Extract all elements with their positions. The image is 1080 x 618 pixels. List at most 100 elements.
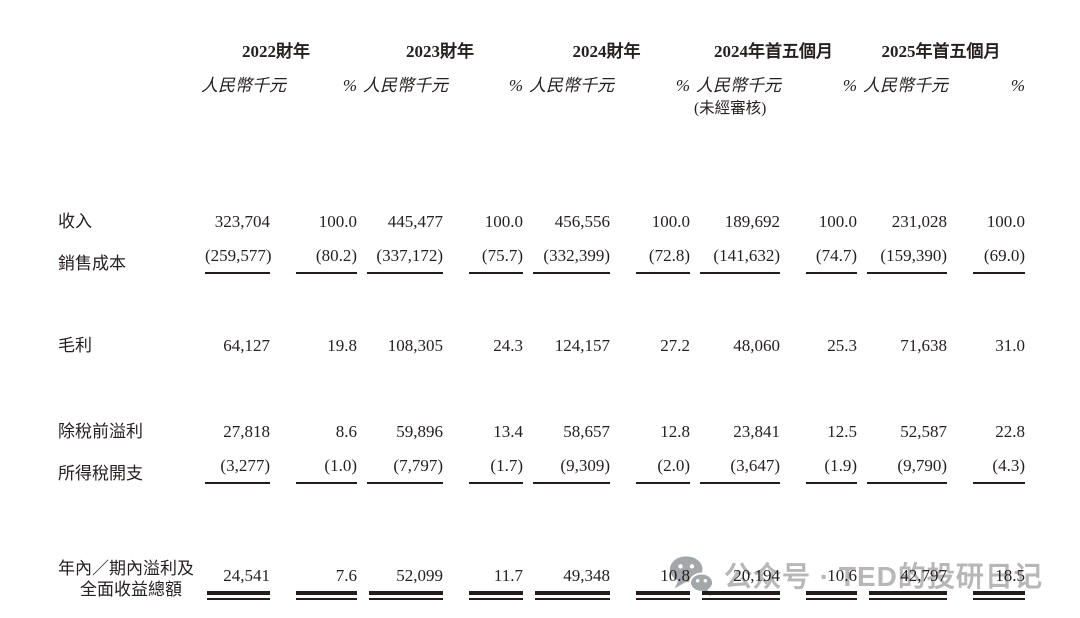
pct-cell: 27.2 [660,335,690,355]
pct-cell: 100.0 [818,211,857,231]
table-row-revenue: 收入 323,704 100.0 445,477 100.0 456,556 1… [58,190,1025,232]
amount-cell: (3,647) [690,442,780,484]
pct-cell: 12.5 [827,421,857,441]
pct-cell: (1.9) [780,442,857,484]
amount-cell: 52,587 [900,421,947,441]
pct-cell: (1.0) [270,442,357,484]
pct-label: % [842,75,857,95]
pct-cell: 100.0 [651,211,690,231]
amount-cell: 23,841 [733,421,780,441]
pct-cell: 7.6 [270,522,357,601]
row-label: 除稅前溢利 [58,421,143,441]
pct-cell: 10.8 [610,522,690,601]
pct-cell: 24.3 [493,335,523,355]
amount-cell: 59,896 [396,421,443,441]
amount-cell: (7,797) [357,442,443,484]
pct-cell: 13.4 [493,421,523,441]
watermark: 公众号 · TED的投研日记 [668,552,1043,598]
row-label: 收入 [58,211,92,231]
table-row-cost-of-sales: 銷售成本 (259,577) (80.2) (337,172) (75.7) (… [58,232,1025,274]
col-header-2022: 2022財年 [242,41,310,61]
pct-cell: 11.7 [443,522,523,601]
unit-label: 人民幣千元 [863,75,948,95]
pct-cell: (4.3) [947,442,1025,484]
amount-cell: 52,099 [357,522,443,601]
income-statement-table: 2022財年 2023財年 2024財年 2024年首五個月 2025年首五個月… [58,26,1025,601]
pct-cell: 31.0 [995,335,1025,355]
unit-header-row: 人民幣千元 % 人民幣千元 % 人民幣千元 % 人民幣千元 % 人民幣千元 % [58,62,1025,96]
amount-cell: 323,704 [214,211,270,231]
pct-cell: 12.8 [660,421,690,441]
amount-cell: 231,028 [891,211,947,231]
table-row-gross-profit: 毛利 64,127 19.8 108,305 24.3 124,157 27.2… [58,314,1025,356]
row-label: 毛利 [58,335,92,355]
pct-label: % [508,75,523,95]
spacer-row [58,356,1025,400]
amount-cell: (9,309) [523,442,610,484]
col-header-2024-5m: 2024年首五個月 [714,41,833,61]
pct-cell: (1.7) [443,442,523,484]
amount-cell: (3,277) [195,442,270,484]
amount-cell: 49,348 [523,522,610,601]
pct-label: % [342,75,357,95]
amount-cell: 20,194 [690,522,780,601]
unit-label: 人民幣千元 [201,75,286,95]
amount-cell: (332,399) [523,232,610,274]
wechat-icon [668,552,714,598]
spacer-row [58,134,1025,190]
amount-cell: 456,556 [554,211,610,231]
amount-cell: 445,477 [387,211,443,231]
amount-cell: 24,541 [195,522,270,601]
unaudited-note-row: (未經審核) [58,96,1025,134]
pct-cell: 10.6 [780,522,857,601]
spacer-row [58,274,1025,314]
pct-cell: 19.8 [327,335,357,355]
amount-cell: (141,632) [690,232,780,274]
table-row-total-comprehensive-income: 年內／期內溢利及 全面收益總額 24,541 7.6 52,099 11.7 4… [58,522,1025,601]
pct-cell: 100.0 [318,211,357,231]
amount-cell: 42,797 [857,522,947,601]
col-header-2025-5m: 2025年首五個月 [881,41,1001,61]
amount-cell: (9,790) [857,442,947,484]
year-header-row: 2022財年 2023財年 2024財年 2024年首五個月 2025年首五個月 [58,26,1025,62]
unit-label: 人民幣千元 [696,75,781,95]
amount-cell: 64,127 [223,335,270,355]
amount-cell: (259,577) [195,232,272,274]
row-label: 年內／期內溢利及 全面收益總額 [58,559,194,599]
amount-cell: 58,657 [563,421,610,441]
table-row-income-tax-expense: 所得稅開支 (3,277) (1.0) (7,797) (1.7) (9,309… [58,442,1025,484]
amount-cell: 108,305 [387,335,443,355]
pct-cell: (74.7) [780,232,857,274]
amount-cell: 27,818 [223,421,270,441]
pct-cell: (69.0) [947,232,1025,274]
note-unaudited: (未經審核) [694,100,767,117]
amount-cell: 48,060 [733,335,780,355]
pct-cell: 8.6 [335,421,357,441]
col-header-2023: 2023財年 [406,41,474,61]
pct-cell: 25.3 [827,335,857,355]
row-label: 所得稅開支 [58,463,143,483]
pct-cell: (80.2) [270,232,357,274]
pct-cell: (75.7) [443,232,523,274]
pct-cell: 22.8 [995,421,1025,441]
pct-cell: 18.5 [947,522,1025,601]
amount-cell: 124,157 [554,335,610,355]
amount-cell: 189,692 [724,211,780,231]
unit-label: 人民幣千元 [529,75,614,95]
col-header-2024: 2024財年 [572,41,641,61]
pct-cell: (72.8) [610,232,690,274]
pct-cell: 100.0 [484,211,523,231]
table-row-profit-before-tax: 除稅前溢利 27,818 8.6 59,896 13.4 58,657 12.8… [58,400,1025,442]
spacer-row [58,484,1025,522]
pct-label: % [1010,75,1025,95]
amount-cell: (159,390) [857,232,947,274]
pct-cell: 100.0 [986,211,1025,231]
row-label: 銷售成本 [58,253,126,273]
pct-label: % [675,75,690,95]
pct-cell: (2.0) [610,442,690,484]
amount-cell: 71,638 [900,335,947,355]
unit-label: 人民幣千元 [363,75,448,95]
amount-cell: (337,172) [357,232,443,274]
watermark-text: 公众号 · TED的投研日记 [724,561,1043,592]
